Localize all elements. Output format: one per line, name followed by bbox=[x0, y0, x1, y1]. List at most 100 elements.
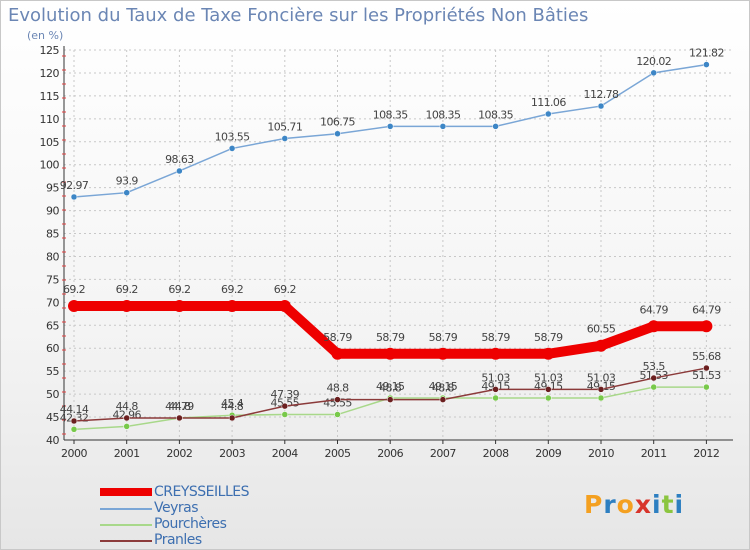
data-label-pranles: 44.14 bbox=[60, 403, 89, 416]
data-label-veyras: 112.78 bbox=[584, 88, 619, 101]
data-point-pourcheres bbox=[123, 423, 130, 430]
y-tick-label: 105 bbox=[40, 136, 60, 149]
data-point-pourcheres bbox=[334, 411, 341, 418]
data-label-pranles: 48.8 bbox=[326, 382, 349, 395]
y-tick-label: 110 bbox=[40, 113, 60, 126]
y-tick-label: 95 bbox=[46, 182, 59, 195]
proxiti-logo: Proxiti bbox=[584, 490, 684, 519]
y-tick-label: 65 bbox=[46, 319, 59, 332]
data-label-pourcheres: 45.4 bbox=[221, 397, 244, 410]
data-point-pourcheres bbox=[545, 394, 552, 402]
data-point-pranles bbox=[386, 396, 394, 403]
legend-label: Veyras bbox=[154, 500, 199, 516]
data-point-veyras bbox=[597, 102, 605, 110]
data-label-veyras: 111.06 bbox=[531, 96, 566, 109]
data-point-pourcheres bbox=[492, 394, 499, 402]
data-point-pranles bbox=[492, 386, 499, 393]
data-point-creysseilles bbox=[226, 300, 239, 313]
x-tick-label: 2005 bbox=[325, 447, 351, 460]
data-point-pourcheres bbox=[703, 383, 710, 391]
y-tick-label: 80 bbox=[46, 250, 59, 263]
logo-letter: i bbox=[652, 490, 662, 519]
data-point-veyras bbox=[70, 193, 78, 201]
y-tick-label: 100 bbox=[40, 159, 60, 172]
data-label-creysseilles: 64.79 bbox=[692, 303, 721, 316]
legend-swatch bbox=[100, 540, 152, 542]
data-label-creysseilles: 64.79 bbox=[639, 303, 668, 316]
x-tick-label: 2004 bbox=[272, 447, 298, 460]
x-tick-label: 2006 bbox=[377, 447, 403, 460]
data-point-creysseilles bbox=[331, 347, 344, 360]
logo-letter: r bbox=[603, 490, 617, 519]
data-point-creysseilles bbox=[278, 300, 291, 313]
data-point-pranles bbox=[545, 386, 552, 393]
data-label-pranles: 51.03 bbox=[587, 371, 616, 384]
data-label-veyras: 98.63 bbox=[165, 153, 194, 166]
y-tick-label: 45 bbox=[46, 411, 59, 424]
data-point-creysseilles bbox=[700, 320, 713, 333]
data-label-pranles: 51.03 bbox=[534, 371, 563, 384]
data-point-veyras bbox=[650, 69, 657, 77]
data-label-creysseilles: 58.79 bbox=[376, 331, 405, 344]
legend-swatch bbox=[100, 508, 152, 510]
x-tick-label: 2000 bbox=[61, 447, 87, 460]
y-tick-label: 125 bbox=[40, 44, 60, 57]
data-label-pranles: 48.8 bbox=[379, 382, 402, 395]
data-point-pranles bbox=[703, 364, 710, 372]
x-tick-label: 2012 bbox=[693, 447, 719, 460]
logo-letter: P bbox=[584, 490, 604, 519]
data-label-veyras: 108.35 bbox=[478, 108, 513, 121]
data-label-veyras: 105.71 bbox=[267, 121, 302, 134]
y-tick-label: 40 bbox=[46, 434, 59, 447]
data-point-pourcheres bbox=[281, 411, 289, 418]
x-tick-label: 2011 bbox=[641, 447, 667, 460]
data-point-creysseilles bbox=[647, 320, 660, 333]
data-point-pranles bbox=[176, 414, 183, 422]
data-label-pranles: 48.8 bbox=[432, 382, 455, 395]
logo-letter: o bbox=[616, 490, 635, 519]
data-label-pourcheres: 49.15 bbox=[376, 380, 405, 393]
x-tick-label: 2002 bbox=[166, 447, 192, 460]
legend-swatch bbox=[100, 524, 152, 526]
x-tick-label: 2007 bbox=[430, 447, 456, 460]
y-tick-label: 120 bbox=[40, 67, 60, 80]
data-point-creysseilles bbox=[436, 347, 449, 360]
data-label-pranles: 53.5 bbox=[643, 360, 666, 373]
legend-label: CREYSSEILLES bbox=[154, 484, 249, 500]
data-label-pourcheres: 44.79 bbox=[165, 400, 194, 413]
data-point-pourcheres bbox=[70, 426, 78, 433]
data-label-veyras: 108.35 bbox=[425, 108, 460, 121]
y-tick-label: 70 bbox=[46, 296, 59, 309]
chart-title: Evolution du Taux de Taxe Foncière sur l… bbox=[8, 5, 589, 26]
y-tick-label: 85 bbox=[46, 228, 59, 241]
legend-swatch bbox=[100, 488, 152, 496]
data-point-veyras bbox=[123, 189, 130, 196]
data-point-creysseilles bbox=[489, 347, 502, 360]
data-label-creysseilles: 58.79 bbox=[534, 331, 563, 344]
data-point-pranles bbox=[123, 414, 130, 422]
data-point-pranles bbox=[439, 396, 447, 403]
data-label-creysseilles: 69.2 bbox=[168, 283, 190, 296]
data-point-pranles bbox=[334, 396, 341, 403]
data-label-veyras: 93.9 bbox=[116, 175, 139, 188]
data-point-creysseilles bbox=[173, 300, 186, 313]
data-label-creysseilles: 69.2 bbox=[63, 283, 85, 296]
x-tick-label: 2008 bbox=[483, 447, 509, 460]
data-point-pourcheres bbox=[597, 394, 605, 402]
data-label-pourcheres: 51.53 bbox=[692, 369, 721, 382]
y-tick-label: 115 bbox=[40, 90, 60, 103]
x-tick-label: 2010 bbox=[588, 447, 614, 460]
data-label-veyras: 108.35 bbox=[373, 108, 408, 121]
x-tick-label: 2001 bbox=[114, 447, 140, 460]
data-label-pranles: 44.8 bbox=[168, 400, 191, 413]
x-tick-label: 2009 bbox=[535, 447, 561, 460]
data-point-creysseilles bbox=[384, 347, 397, 360]
data-label-pranles: 51.03 bbox=[481, 371, 510, 384]
logo-letter: x bbox=[634, 490, 652, 519]
chart-subtitle: (en %) bbox=[27, 29, 64, 42]
data-label-veyras: 120.02 bbox=[636, 55, 671, 68]
data-point-pranles bbox=[650, 374, 657, 382]
data-point-pourcheres bbox=[650, 383, 657, 391]
data-point-pranles bbox=[597, 386, 605, 393]
data-point-veyras bbox=[439, 123, 447, 130]
